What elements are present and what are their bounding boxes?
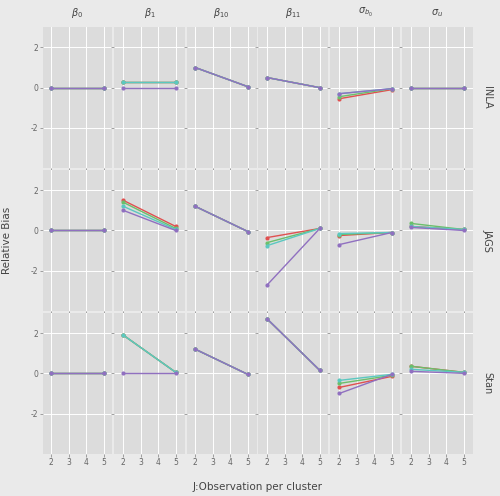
Text: $\sigma_{b_0}$: $\sigma_{b_0}$ xyxy=(358,6,373,19)
Text: JAGS: JAGS xyxy=(482,229,492,252)
Text: $\beta_{10}$: $\beta_{10}$ xyxy=(214,6,230,20)
Text: Relative Bias: Relative Bias xyxy=(2,207,12,274)
Text: $\beta_0$: $\beta_0$ xyxy=(72,6,84,20)
Text: Stan: Stan xyxy=(482,372,492,394)
Text: INLA: INLA xyxy=(482,86,492,109)
Text: $\beta_{11}$: $\beta_{11}$ xyxy=(286,6,302,20)
Text: $\sigma_u$: $\sigma_u$ xyxy=(432,7,444,19)
Text: $\beta_1$: $\beta_1$ xyxy=(144,6,156,20)
Text: J:Observation per cluster: J:Observation per cluster xyxy=(192,482,322,492)
